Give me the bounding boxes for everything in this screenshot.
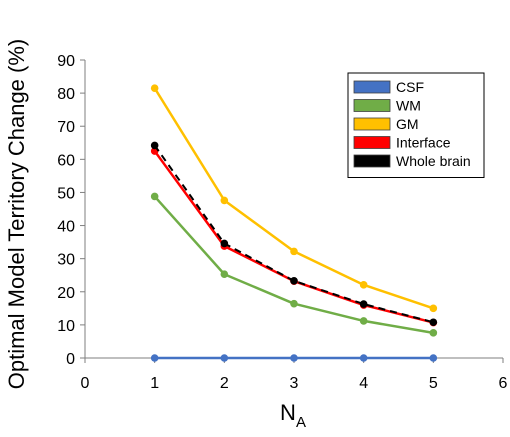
x-axis-title-main: N [280, 400, 296, 425]
legend-swatch-wm [353, 99, 391, 112]
x-tick-label: 5 [429, 375, 438, 392]
legend: CSF WM GM Interface Whole brain [347, 72, 485, 178]
y-axis-title: Optimal Model Territory Change (%) [4, 39, 29, 390]
legend-swatch-csf [353, 80, 391, 94]
data-point-csf [150, 354, 159, 362]
y-tick-label: 0 [66, 351, 75, 368]
data-point-csf [429, 354, 438, 362]
legend-label-gm: GM [396, 116, 419, 132]
x-tick-label: 1 [150, 375, 159, 392]
legend-swatch-whole-brain [353, 154, 391, 168]
data-point-wm [290, 299, 298, 308]
legend-label-whole-brain: Whole brain [396, 153, 471, 169]
data-point-whole-brain [220, 239, 229, 248]
legend-label-interface: Interface [396, 135, 451, 151]
x-tick-label: 2 [220, 375, 229, 392]
x-axis-title-subscript: A [296, 414, 306, 431]
y-tick-label: 50 [57, 185, 75, 202]
legend-label-csf: CSF [396, 79, 424, 95]
y-tick-label: 90 [57, 53, 75, 70]
series-layer [150, 84, 438, 362]
y-tick-label: 30 [57, 252, 75, 269]
data-point-whole-brain [359, 300, 368, 308]
x-tick-label: 0 [81, 375, 90, 392]
y-tick-label: 40 [57, 219, 75, 236]
data-point-csf [220, 354, 229, 362]
y-tick-label: 80 [57, 86, 75, 103]
data-point-wm [359, 317, 368, 325]
data-point-wm [429, 329, 438, 337]
data-point-csf [359, 354, 368, 362]
series-whole-brain [150, 141, 438, 327]
data-point-gm [220, 196, 229, 205]
series-wm [150, 192, 438, 337]
x-tick-label: 3 [290, 375, 299, 392]
x-tick-label: 4 [359, 375, 368, 392]
legend-swatch-interface [353, 136, 391, 149]
series-gm [150, 84, 438, 313]
legend-label-wm: WM [396, 98, 421, 114]
y-tick-label: 10 [57, 318, 75, 335]
series-csf [150, 354, 438, 362]
y-tick-label: 60 [57, 152, 75, 169]
data-point-whole-brain [290, 277, 298, 285]
legend-swatch-gm [353, 117, 391, 131]
y-tick-label: 70 [57, 119, 75, 136]
data-point-wm [220, 270, 229, 279]
data-point-gm [429, 304, 438, 313]
data-point-wm [150, 192, 159, 201]
data-point-whole-brain [429, 318, 438, 327]
data-point-csf [290, 354, 298, 362]
data-point-gm [290, 247, 298, 256]
data-point-gm [359, 281, 368, 289]
data-point-gm [150, 84, 159, 92]
x-axis-title: NA [280, 400, 306, 431]
data-point-whole-brain [150, 141, 159, 150]
x-tick-label: 6 [499, 375, 508, 392]
axes: 0 10 20 30 40 50 60 70 80 90 0 1 2 3 4 5 6 [57, 53, 507, 392]
y-tick-label: 20 [57, 285, 75, 302]
